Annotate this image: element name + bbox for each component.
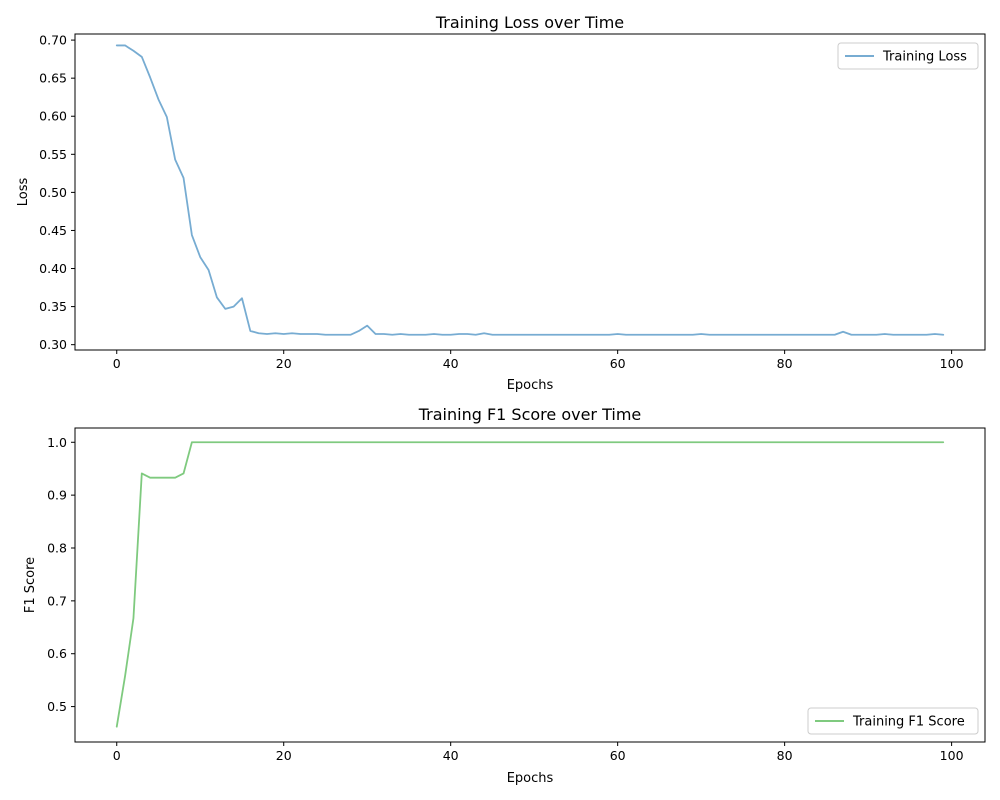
f1-x-ticks: 0 20 40 60 80 100: [113, 742, 964, 763]
f1-y-axis-label: F1 Score: [23, 557, 38, 613]
f1-axes-frame: [74, 427, 986, 743]
loss-y-tick-label: 0.30: [39, 337, 67, 352]
loss-chart-title: Training Loss over Time: [435, 13, 624, 32]
loss-chart: Training Loss over Time 0 20 40 60 80 100 0.3…: [16, 13, 986, 393]
f1-x-tick-label: 40: [443, 748, 459, 763]
f1-x-tick-label: 80: [777, 748, 793, 763]
loss-y-tick-label: 0.70: [39, 33, 67, 48]
loss-y-tick-label: 0.45: [39, 223, 67, 238]
loss-y-tick-label: 0.50: [39, 185, 67, 200]
f1-series-line-0: [115, 441, 945, 728]
f1-chart-title: Training F1 Score over Time: [418, 405, 642, 424]
loss-legend: Training Loss: [837, 42, 979, 70]
loss-y-tick-label: 0.60: [39, 109, 67, 124]
loss-y-tick-label: 0.55: [39, 147, 67, 162]
f1-x-axis-label: Epochs: [507, 771, 554, 786]
loss-y-ticks: 0.30 0.35 0.40 0.45 0.50 0.55 0.60 0.65 0.70: [39, 33, 75, 352]
loss-y-tick-label: 0.65: [39, 71, 67, 86]
loss-series-line-0: [115, 44, 945, 336]
loss-legend-box: [837, 42, 979, 70]
f1-legend-label: Training F1 Score: [852, 715, 965, 730]
loss-y-tick-label: 0.40: [39, 261, 67, 276]
loss-y-tick-label: 0.35: [39, 299, 67, 314]
loss-plot-area: [115, 44, 945, 336]
f1-y-tick-label: 0.7: [47, 593, 67, 608]
f1-y-ticks: 0.5 0.6 0.7 0.8 0.9 1.0: [47, 435, 75, 714]
loss-x-tick-label: 0: [113, 356, 121, 371]
f1-x-tick-label: 100: [940, 748, 964, 763]
loss-x-tick-label: 80: [777, 356, 793, 371]
f1-x-tick-label: 20: [276, 748, 292, 763]
f1-chart: Training F1 Score over Time 0 20 40 60 80 100…: [23, 405, 986, 786]
f1-plot-area: [115, 441, 945, 728]
f1-y-tick-label: 0.9: [47, 488, 67, 503]
f1-legend-box: [807, 707, 979, 735]
f1-x-tick-label: 60: [610, 748, 626, 763]
f1-y-tick-label: 0.6: [47, 646, 67, 661]
loss-x-tick-label: 100: [940, 356, 964, 371]
loss-y-axis-label: Loss: [16, 178, 31, 207]
loss-x-tick-label: 20: [276, 356, 292, 371]
loss-x-ticks: 0 20 40 60 80 100: [113, 350, 964, 371]
f1-y-tick-label: 0.5: [47, 699, 67, 714]
loss-legend-label: Training Loss: [882, 50, 967, 65]
f1-x-tick-label: 0: [113, 748, 121, 763]
f1-y-tick-label: 1.0: [47, 435, 67, 450]
f1-y-tick-label: 0.8: [47, 540, 67, 555]
loss-x-tick-label: 40: [443, 356, 459, 371]
f1-legend: Training F1 Score: [807, 707, 979, 735]
loss-x-tick-label: 60: [610, 356, 626, 371]
loss-x-axis-label: Epochs: [507, 378, 554, 393]
